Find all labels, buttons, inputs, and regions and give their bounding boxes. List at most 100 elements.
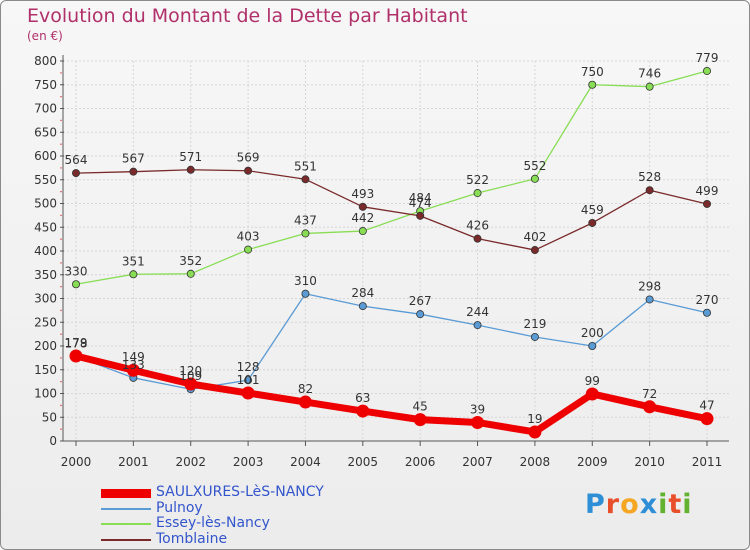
data-labels: 178 133 109 128 310 284 267 244 219 200 298 270 330 3… xyxy=(65,51,719,426)
data-label-essey-l-s-nancy: 746 xyxy=(638,67,661,81)
data-point-essey-l-s-nancy xyxy=(358,227,367,236)
y-minor-tick xyxy=(60,95,62,98)
y-minor-tick xyxy=(60,309,62,312)
x-tick-label: 2006 xyxy=(405,455,436,469)
data-label-saulxures-l-s-nancy: 101 xyxy=(237,373,260,387)
data-label-pulnoy: 244 xyxy=(466,305,489,319)
data-label-tomblaine: 569 xyxy=(237,151,260,165)
data-label-tomblaine: 528 xyxy=(638,170,661,184)
y-minor-tick xyxy=(60,119,62,122)
legend-swatch xyxy=(101,538,151,541)
data-label-essey-l-s-nancy: 750 xyxy=(581,65,604,79)
data-label-pulnoy: 128 xyxy=(237,360,260,374)
data-point-saulxures-l-s-nancy xyxy=(413,413,427,427)
data-label-tomblaine: 551 xyxy=(294,159,317,173)
data-point-pulnoy xyxy=(358,302,367,311)
data-label-essey-l-s-nancy: 330 xyxy=(65,264,88,278)
data-point-pulnoy xyxy=(473,321,482,330)
data-label-essey-l-s-nancy: 442 xyxy=(351,211,374,225)
y-tick-label: 500 xyxy=(34,197,57,211)
data-point-saulxures-l-s-nancy xyxy=(356,404,370,418)
data-point-pulnoy xyxy=(588,341,597,350)
data-point-essey-l-s-nancy xyxy=(588,80,597,89)
data-label-essey-l-s-nancy: 484 xyxy=(409,191,432,205)
data-point-tomblaine xyxy=(186,165,195,174)
data-point-essey-l-s-nancy xyxy=(473,189,482,198)
y-tick-label: 0 xyxy=(49,434,57,448)
data-label-pulnoy: 270 xyxy=(696,293,719,307)
y-tick-label: 600 xyxy=(34,149,57,163)
y-minor-tick xyxy=(60,72,62,74)
data-label-saulxures-l-s-nancy: 179 xyxy=(65,336,88,350)
logo-letter: r xyxy=(605,489,621,520)
data-label-saulxures-l-s-nancy: 99 xyxy=(585,374,600,388)
data-point-saulxures-l-s-nancy xyxy=(585,387,599,401)
y-tick-label: 400 xyxy=(34,244,57,258)
data-label-pulnoy: 310 xyxy=(294,274,317,288)
y-minor-tick xyxy=(60,214,62,217)
data-label-tomblaine: 474 xyxy=(409,196,432,210)
y-minor-tick xyxy=(60,238,62,240)
x-tick-label: 2005 xyxy=(348,455,379,469)
data-point-pulnoy xyxy=(244,376,253,385)
x-tick-label: 2000 xyxy=(61,455,92,469)
data-point-saulxures-l-s-nancy xyxy=(298,395,312,409)
x-tick-label: 2010 xyxy=(634,455,665,469)
data-point-essey-l-s-nancy xyxy=(645,82,654,91)
legend-label: SAULXURES-LèS-NANCY xyxy=(156,484,324,500)
series-lines xyxy=(69,66,714,439)
y-minor-tick xyxy=(60,190,62,193)
series-line-pulnoy xyxy=(75,293,708,390)
data-point-pulnoy xyxy=(301,289,310,298)
x-tick-label: 2001 xyxy=(118,455,149,469)
data-label-tomblaine: 564 xyxy=(65,153,88,167)
proxiti-logo: Proxiti xyxy=(585,489,693,520)
data-label-essey-l-s-nancy: 522 xyxy=(466,173,489,187)
x-tick-label: 2011 xyxy=(692,455,723,469)
y-minor-tick xyxy=(60,380,62,383)
data-point-essey-l-s-nancy xyxy=(129,270,138,279)
logo-letter: x xyxy=(639,489,659,520)
data-label-essey-l-s-nancy: 552 xyxy=(523,159,546,173)
data-label-saulxures-l-s-nancy: 63 xyxy=(355,391,370,405)
data-label-essey-l-s-nancy: 351 xyxy=(122,254,145,268)
y-tick-label: 300 xyxy=(34,292,57,306)
data-label-saulxures-l-s-nancy: 45 xyxy=(413,400,428,414)
data-point-pulnoy xyxy=(703,308,712,317)
data-point-saulxures-l-s-nancy xyxy=(126,363,140,377)
data-label-pulnoy: 178 xyxy=(65,336,88,350)
data-label-essey-l-s-nancy: 352 xyxy=(179,254,202,268)
data-label-tomblaine: 459 xyxy=(581,203,604,217)
series-line-tomblaine xyxy=(75,169,708,251)
y-minor-tick xyxy=(60,285,62,288)
y-tick-label: 150 xyxy=(34,363,57,377)
x-tick-label: 2004 xyxy=(290,455,321,469)
data-label-pulnoy: 133 xyxy=(122,358,145,372)
legend-label: Essey-lès-Nancy xyxy=(156,515,270,531)
data-label-saulxures-l-s-nancy: 19 xyxy=(527,412,542,426)
logo-letter: i xyxy=(658,489,669,520)
data-point-tomblaine xyxy=(129,167,138,176)
data-label-essey-l-s-nancy: 779 xyxy=(696,51,719,65)
y-minor-tick xyxy=(60,404,62,407)
data-label-essey-l-s-nancy: 403 xyxy=(237,230,260,244)
data-label-saulxures-l-s-nancy: 47 xyxy=(699,399,714,413)
data-point-tomblaine xyxy=(588,218,597,227)
data-label-tomblaine: 493 xyxy=(351,187,374,201)
data-point-saulxures-l-s-nancy xyxy=(471,415,485,429)
chart-subtitle: (en €) xyxy=(27,29,63,43)
data-point-tomblaine xyxy=(703,199,712,208)
data-point-essey-l-s-nancy xyxy=(301,229,310,238)
data-point-pulnoy xyxy=(645,295,654,304)
axes: 0 50 100 150 200 250 300 350 400 450 500 550 600 650 7… xyxy=(34,54,729,469)
legend-swatch xyxy=(101,488,151,498)
data-point-essey-l-s-nancy xyxy=(244,245,253,254)
data-label-saulxures-l-s-nancy: 39 xyxy=(470,402,485,416)
data-label-pulnoy: 267 xyxy=(409,294,432,308)
chart-title: Evolution du Montant de la Dette par Hab… xyxy=(27,5,468,27)
data-point-tomblaine xyxy=(416,211,425,220)
x-tick-label: 2008 xyxy=(520,455,551,469)
data-point-saulxures-l-s-nancy xyxy=(241,386,255,400)
data-label-essey-l-s-nancy: 437 xyxy=(294,213,317,227)
x-tick-label: 2009 xyxy=(577,455,608,469)
